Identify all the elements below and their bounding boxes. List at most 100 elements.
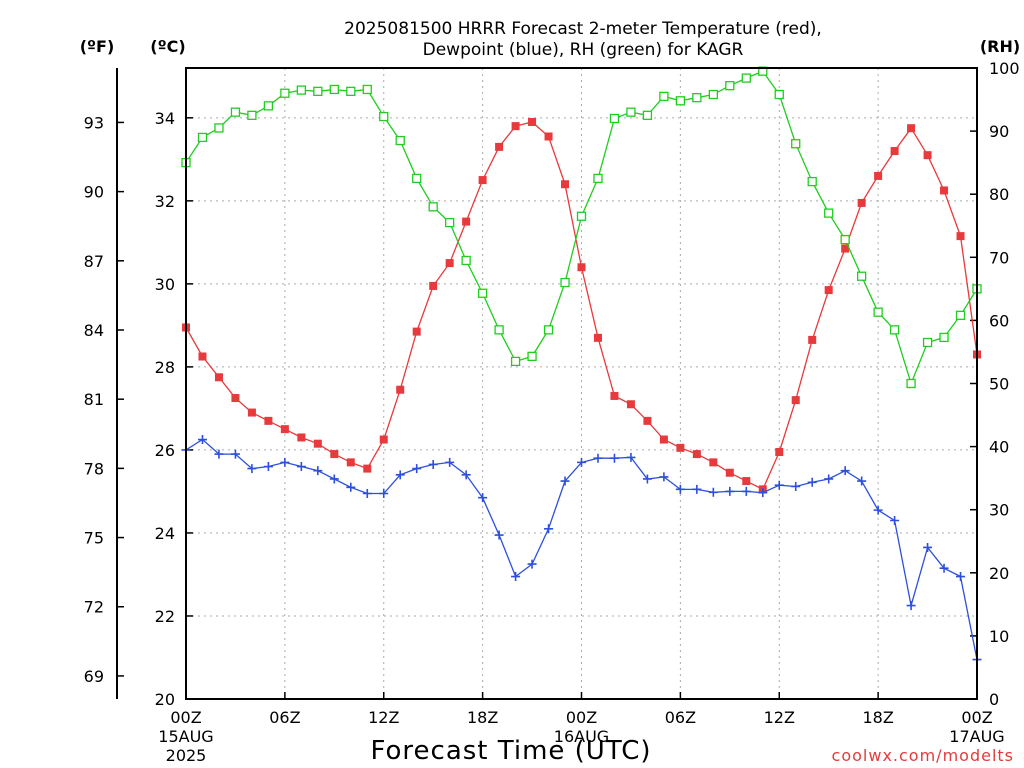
dewpoint-point: [791, 481, 801, 491]
rh-point: [725, 81, 735, 91]
temperature-point: [791, 396, 800, 405]
rh-point: [642, 110, 653, 120]
celsius-tick-label: 32: [155, 192, 175, 211]
celsius-tick-label: 20: [155, 690, 175, 709]
x-tick-label: 12Z: [764, 708, 795, 727]
temperature-point: [610, 391, 619, 400]
temperature-point: [676, 443, 685, 452]
rh-point: [461, 255, 471, 266]
rh-point: [659, 91, 669, 102]
rh-point: [296, 85, 307, 95]
temperature-point: [511, 122, 520, 131]
dewpoint-point: [494, 530, 504, 540]
temperature-point: [247, 408, 256, 417]
rh-point: [362, 84, 372, 95]
dewpoint-point: [857, 476, 867, 486]
x-tick-label: 00Z: [961, 708, 992, 727]
dewpoint-point: [659, 472, 669, 482]
rh-tick-label: 70: [989, 248, 1009, 267]
rh-point: [329, 84, 339, 95]
dewpoint-point: [956, 572, 966, 582]
temperature-point: [775, 447, 784, 456]
rh-point: [395, 135, 405, 146]
rh-point: [922, 337, 933, 348]
dewpoint-point: [708, 487, 718, 497]
x-tick-label: 06Z: [665, 708, 696, 727]
dewpoint-point: [939, 563, 949, 573]
credit-text: coolwx.com/modelts: [832, 746, 1014, 765]
plot-frame: [185, 67, 978, 700]
temperature-point: [528, 117, 537, 126]
rh-point: [313, 86, 323, 96]
fahrenheit-tick-label: 72: [84, 598, 104, 617]
rh-point: [708, 89, 718, 100]
temperature-point: [478, 176, 487, 185]
temperature-point: [561, 180, 570, 189]
dewpoint-point: [346, 482, 356, 492]
rh-tick-label: 90: [989, 122, 1009, 141]
x-tick-date-label: 17AUG: [949, 727, 1004, 746]
rh-point: [527, 351, 537, 362]
temperature-point: [330, 450, 339, 459]
series-layer: [181, 66, 982, 665]
dewpoint-point: [807, 477, 817, 487]
rh-tick-label: 10: [989, 627, 1009, 646]
fahrenheit-unit-label: (ºF): [80, 37, 115, 56]
rh-point: [230, 107, 241, 117]
temperature-point: [742, 477, 751, 486]
rh-point: [741, 73, 751, 83]
x-axis-label: Forecast Time (UTC): [370, 736, 651, 766]
temperature-point: [346, 458, 355, 467]
dewpoint-point: [923, 542, 933, 552]
rh-tick-label: 30: [989, 501, 1009, 520]
celsius-tick-label: 34: [155, 109, 175, 128]
rh-point: [428, 202, 438, 212]
temperature-point: [841, 244, 850, 253]
celsius-tick-label: 22: [155, 607, 175, 626]
dewpoint-point: [445, 457, 455, 467]
rh-point: [543, 325, 554, 335]
x-tick-label: 18Z: [467, 708, 498, 727]
dewpoint-point: [758, 488, 768, 498]
fahrenheit-tick-label: 69: [84, 667, 104, 686]
temperature-point: [907, 124, 916, 133]
dewpoint-point: [741, 486, 751, 496]
celsius-unit-label: (ºC): [150, 37, 185, 56]
temperature-point: [874, 171, 883, 180]
rh-point: [280, 88, 290, 98]
rh-point: [824, 208, 834, 218]
dewpoint-point: [412, 464, 422, 474]
temperature-point: [857, 198, 866, 207]
rh-point: [247, 110, 257, 120]
rh-tick-label: 100: [989, 59, 1020, 78]
rh-tick-label: 40: [989, 438, 1009, 457]
dewpoint-point: [560, 476, 570, 486]
x-tick-date-label: 15AUG: [158, 727, 213, 746]
temperature-point: [214, 373, 223, 382]
celsius-tick-label: 26: [155, 441, 175, 460]
temperature-point: [313, 439, 322, 448]
dewpoint-point: [626, 452, 636, 462]
rh-point: [675, 96, 686, 106]
rh-point: [510, 356, 521, 367]
fahrenheit-tick-label: 84: [84, 321, 104, 340]
rh-point: [626, 107, 636, 117]
dewpoint-point: [577, 457, 586, 467]
rh-tick-label: 0: [989, 690, 999, 709]
rh-point: [889, 325, 900, 335]
temperature-point: [363, 464, 372, 473]
dewpoint-point: [230, 449, 240, 459]
dewpoint-point: [527, 559, 537, 569]
temperature-point: [725, 468, 734, 477]
temperature-point: [412, 327, 421, 336]
dewpoint-point: [906, 601, 916, 611]
dewpoint-point: [774, 480, 784, 490]
temperature-point: [643, 416, 652, 425]
fahrenheit-tick-label: 93: [84, 113, 104, 132]
dewpoint-point: [725, 486, 735, 496]
dewpoint-point: [593, 453, 603, 463]
dewpoint-point: [824, 474, 834, 484]
dewpoint-point: [296, 462, 306, 472]
rh-tick-label: 20: [989, 564, 1009, 583]
